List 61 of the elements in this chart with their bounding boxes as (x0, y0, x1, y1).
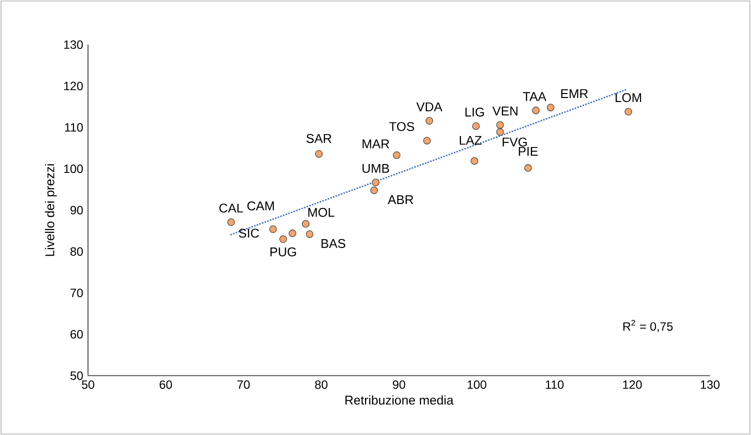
annotation: MAR (362, 139, 390, 148)
x-tick-label: 60 (160, 380, 172, 389)
x-tick-label: 120 (623, 380, 642, 389)
annotation: BAS (322, 239, 346, 248)
y-tick-label: 70 (70, 288, 83, 298)
annotation: TOS (389, 122, 414, 132)
annotation: VDA (416, 102, 442, 112)
annotation: SIC (238, 228, 259, 238)
x-tick-label: 50 (82, 380, 94, 389)
annotation: CAM (247, 201, 274, 210)
annotation: CAL (219, 204, 243, 213)
point (370, 186, 378, 194)
point (624, 108, 632, 116)
point (279, 235, 287, 243)
point (496, 121, 504, 129)
point (392, 151, 400, 159)
annotation: UMB (362, 164, 390, 173)
point (288, 230, 296, 238)
point (524, 164, 532, 172)
point (472, 122, 480, 130)
x-tick-label: 130 (700, 380, 720, 389)
annotation: TAA (522, 92, 546, 101)
point (372, 178, 380, 186)
y-tick-label: 110 (65, 123, 83, 132)
point (269, 225, 277, 233)
annotation: MOL (308, 208, 334, 217)
point (470, 157, 478, 165)
point (302, 220, 310, 228)
point (426, 116, 434, 125)
y-axis-title: Livello dei prezzi (44, 164, 57, 256)
annotation: ABR (388, 195, 414, 204)
annotation: SAR (306, 134, 332, 143)
y-tick-label: 120 (64, 82, 83, 90)
annotation: LIG (465, 108, 484, 117)
annotation: VEN (492, 106, 518, 116)
x-tick-label: 110 (546, 380, 564, 389)
annotation: EMR (561, 89, 588, 98)
y-tick-label: 100 (64, 164, 83, 174)
annotation: PIE (518, 146, 538, 156)
annotation: FVG (502, 138, 527, 147)
point (315, 150, 323, 158)
annotation: R$^{2}$ = 0,75 (623, 320, 673, 332)
annotation: LAZ (460, 136, 482, 145)
annotation: LOM (616, 93, 642, 102)
point (532, 106, 540, 114)
x-tick-label: 80 (315, 380, 328, 389)
point (546, 104, 554, 112)
y-tick-label: 60 (70, 330, 83, 339)
point (306, 230, 314, 238)
y-tick-label: 90 (70, 206, 83, 214)
point (227, 218, 235, 226)
x-tick-label: 70 (237, 380, 250, 389)
x-tick-label: 90 (392, 380, 406, 389)
y-tick-label: 130 (64, 40, 83, 49)
point (423, 136, 431, 144)
annotation: PUG (270, 247, 296, 256)
y-tick-label: 80 (70, 247, 83, 256)
x-axis-title: Retribuzione media (345, 395, 454, 405)
y-tick-label: 50 (70, 371, 83, 380)
point (496, 128, 504, 136)
x-tick-label: 100 (468, 380, 486, 389)
